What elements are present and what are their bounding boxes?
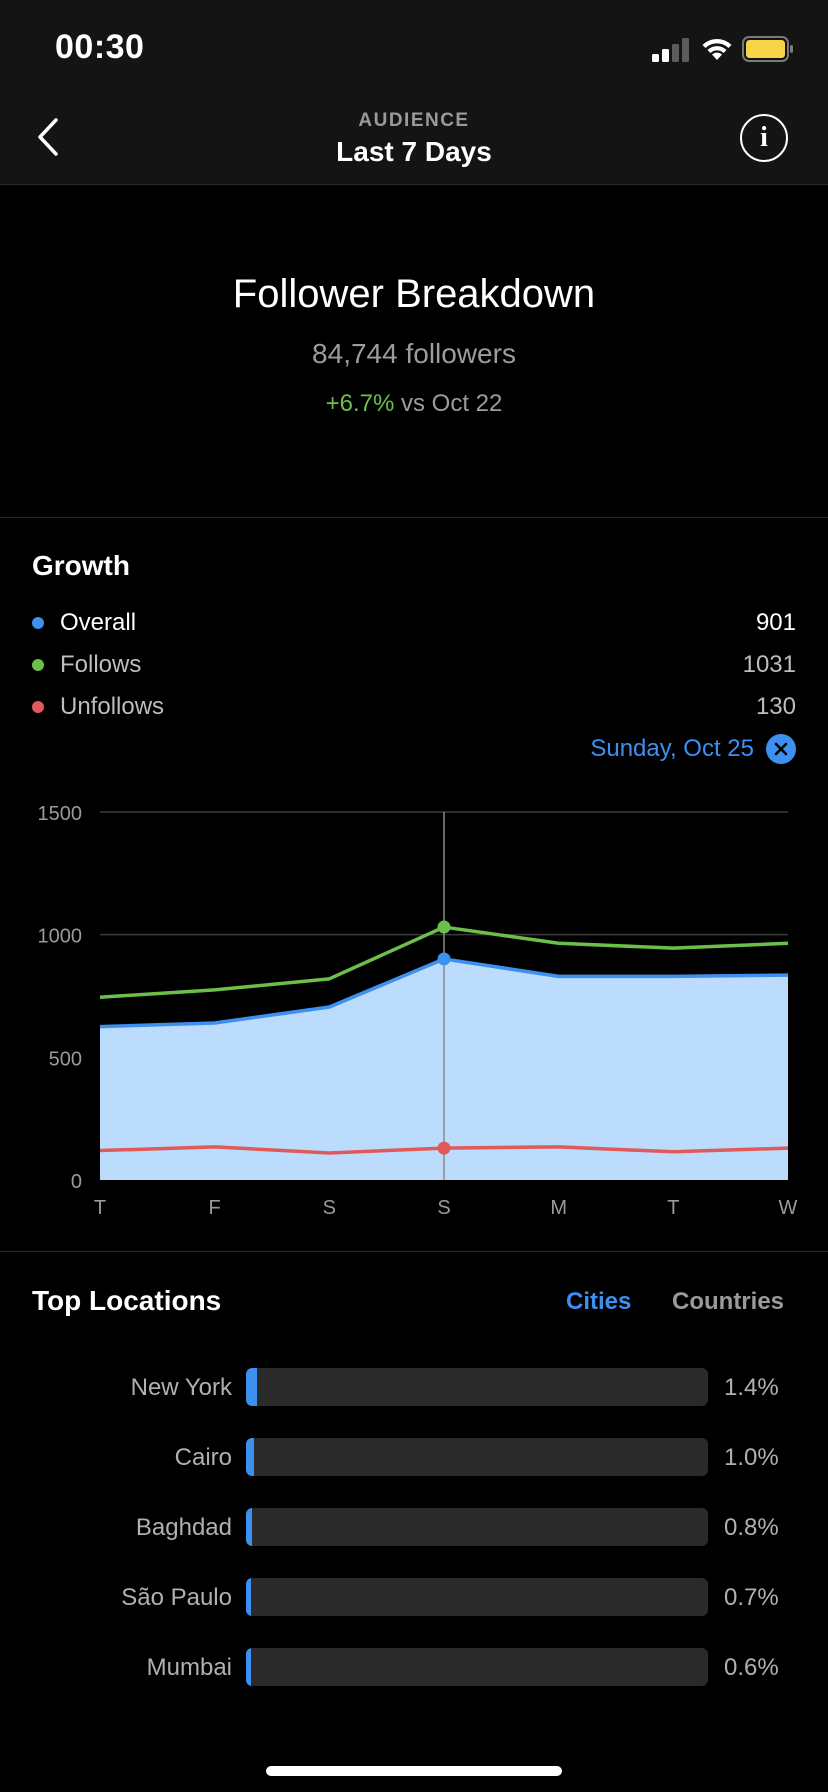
section-divider xyxy=(0,1251,828,1252)
location-bar-track xyxy=(246,1368,708,1406)
legend-value: 901 xyxy=(755,609,796,636)
tab-countries[interactable]: Countries xyxy=(672,1288,785,1315)
selected-date-label: Sunday, Oct 25 xyxy=(590,735,754,762)
nav-subtitle: AUDIENCE xyxy=(358,110,470,131)
overall-dot-icon xyxy=(32,617,44,629)
location-name: Cairo xyxy=(174,1444,232,1471)
legend-overall[interactable]: Overall 901 xyxy=(32,605,796,641)
location-row: Mumbai 0.6% xyxy=(0,1648,828,1688)
legend-label: Unfollows xyxy=(60,693,165,720)
navigation-bar xyxy=(0,100,828,185)
clear-selection-button[interactable] xyxy=(766,734,796,764)
location-percent: 0.8% xyxy=(724,1514,779,1541)
location-row: São Paulo 0.7% xyxy=(0,1578,828,1618)
location-percent: 1.0% xyxy=(724,1444,779,1471)
location-bar-fill xyxy=(246,1578,252,1616)
x-tick-label: F xyxy=(209,1197,221,1219)
location-name: São Paulo xyxy=(121,1584,232,1611)
selected-date: Sunday, Oct 25 xyxy=(590,734,796,764)
location-bar-fill xyxy=(246,1438,254,1476)
location-bar-fill xyxy=(246,1508,253,1546)
location-bar-track xyxy=(246,1648,708,1686)
cellular-signal-icon xyxy=(652,38,689,62)
x-tick-label: S xyxy=(437,1197,450,1219)
unfollows-dot-icon xyxy=(32,701,44,713)
x-tick-label: S xyxy=(323,1197,336,1219)
y-tick-label: 500 xyxy=(49,1048,82,1070)
selected-point-unfollows xyxy=(437,1141,451,1155)
location-row: New York 1.4% xyxy=(0,1368,828,1408)
x-tick-label: W xyxy=(779,1197,798,1219)
location-bar-fill xyxy=(246,1648,251,1686)
status-bar xyxy=(0,0,828,100)
selected-point-overall xyxy=(437,952,451,966)
change-comparison: vs Oct 22 xyxy=(394,390,503,417)
info-icon: i xyxy=(760,122,768,153)
tab-cities[interactable]: Cities xyxy=(566,1288,632,1315)
close-icon xyxy=(774,742,788,756)
y-tick-label: 1000 xyxy=(38,926,83,948)
y-tick-label: 0 xyxy=(71,1171,82,1193)
location-percent: 1.4% xyxy=(724,1374,779,1401)
x-tick-label: T xyxy=(94,1197,106,1219)
growth-title: Growth xyxy=(32,550,130,581)
growth-chart[interactable]: 0 500 1000 1500 T F S S M T W xyxy=(0,790,828,1230)
legend-label: Follows xyxy=(60,651,142,678)
location-bar-track xyxy=(246,1578,708,1616)
location-percent: 0.7% xyxy=(724,1584,779,1611)
legend-value: 1031 xyxy=(742,651,796,678)
location-bar-fill xyxy=(246,1368,257,1406)
battery-icon xyxy=(742,36,793,62)
follower-count: 84,744 followers xyxy=(312,338,516,369)
section-divider xyxy=(0,517,828,518)
y-tick-label: 1500 xyxy=(38,803,83,825)
legend-value: 130 xyxy=(755,693,796,720)
follows-dot-icon xyxy=(32,659,44,671)
x-tick-label: M xyxy=(550,1197,567,1219)
change-percent: +6.7% xyxy=(325,390,395,417)
follower-change: +6.7% vs Oct 22 xyxy=(0,390,828,418)
location-row: Baghdad 0.8% xyxy=(0,1508,828,1548)
follower-breakdown-title: Follower Breakdown xyxy=(232,272,596,316)
wifi-icon xyxy=(702,38,732,60)
status-time: 00:30 xyxy=(55,28,145,66)
location-name: Mumbai xyxy=(146,1654,232,1681)
selected-point-follows xyxy=(437,920,451,934)
location-name: New York xyxy=(130,1374,232,1401)
legend-label: Overall xyxy=(60,609,137,636)
info-button[interactable]: i xyxy=(740,114,788,162)
location-row: Cairo 1.0% xyxy=(0,1438,828,1478)
x-tick-label: T xyxy=(667,1197,679,1219)
top-locations-title: Top Locations xyxy=(32,1285,222,1316)
back-button[interactable] xyxy=(34,116,64,158)
location-bar-track xyxy=(246,1438,708,1476)
nav-title: Last 7 Days xyxy=(336,136,492,167)
legend-follows[interactable]: Follows 1031 xyxy=(32,647,796,683)
location-name: Baghdad xyxy=(135,1514,232,1541)
location-bar-track xyxy=(246,1508,708,1546)
legend-unfollows[interactable]: Unfollows 130 xyxy=(32,689,796,725)
location-percent: 0.6% xyxy=(724,1654,779,1681)
home-indicator xyxy=(266,1766,562,1776)
